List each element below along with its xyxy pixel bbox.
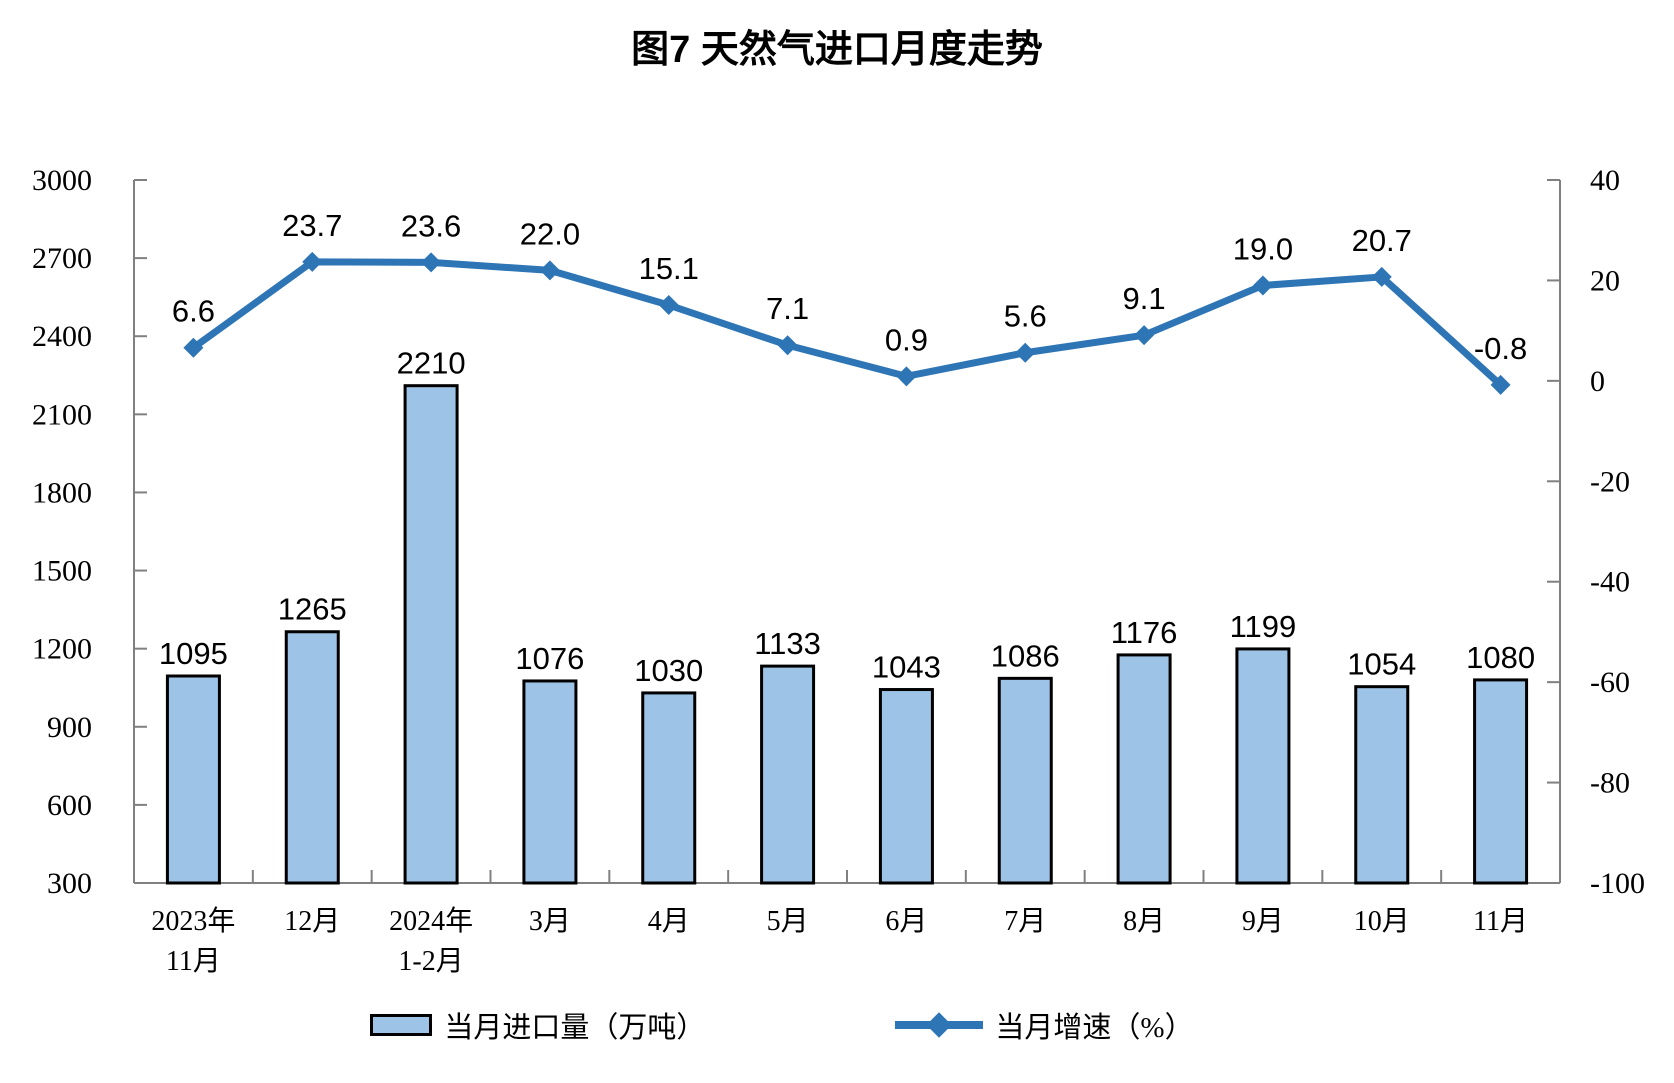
bar [641,691,697,885]
x-category-label: 5月 [767,906,809,937]
line-marker-icon [539,260,560,281]
bar-value-label: 1176 [1111,615,1178,650]
bar-value-label: 1043 [872,650,941,685]
left-axis-tick-label: 900 [47,711,92,744]
bar [760,664,816,885]
right-axis-tick-label: -60 [1590,666,1630,699]
right-axis-tick-label: -80 [1590,767,1630,800]
line-marker-icon [896,366,917,387]
bar [403,384,459,885]
line-value-label: 7.1 [766,291,809,326]
left-axis-tick-label: 2100 [32,398,92,431]
left-axis-tick-label: 1800 [32,476,92,509]
line-value-label: 9.1 [1123,281,1166,316]
bar-value-label: 1199 [1230,609,1297,644]
line-marker-icon [1134,325,1155,346]
line-marker-icon [1371,266,1392,287]
line-value-label: 15.1 [639,251,699,286]
x-category-label: 2024年 1-2月 [389,905,473,977]
left-axis-tick-label: 600 [47,789,92,822]
bar-value-label: 1054 [1347,647,1416,682]
legend-item-imports: 当月进口量（万吨） [370,1004,705,1046]
right-axis-tick-label: -100 [1590,867,1645,900]
legend-label-growth: 当月增速（%） [995,1012,1194,1044]
left-axis-tick-label: 2400 [32,320,92,353]
line-marker-icon [658,295,679,316]
legend-label-imports: 当月进口量（万吨） [444,1012,706,1044]
x-category-label: 9月 [1242,906,1284,937]
bar [284,630,340,885]
bar [522,679,578,885]
bar [1473,678,1529,885]
line-value-label: 23.7 [282,208,342,243]
bar-value-label: 1086 [991,638,1060,673]
bar-value-label: 1265 [278,592,347,627]
x-category-label: 11月 [1473,906,1528,937]
x-category-label: 2023年 11月 [151,905,235,977]
bar [1116,653,1172,885]
bar [165,674,221,885]
line-marker-icon [1252,275,1273,296]
right-axis-tick-label: 20 [1590,264,1620,297]
x-category-label: 6月 [885,906,927,937]
x-category-label: 10月 [1354,906,1410,937]
bar-value-label: 1133 [754,626,821,661]
line-value-label: -0.8 [1474,331,1527,366]
right-axis-tick-label: -20 [1590,465,1630,498]
left-axis-tick-label: 1200 [32,633,92,666]
bar [878,688,934,885]
bar-value-label: 1080 [1466,640,1535,675]
x-category-label: 8月 [1123,906,1165,937]
chart-title: 图7 天然气进口月度走势 [631,29,1043,71]
x-category-label: 4月 [648,906,690,937]
right-axis-tick-label: 40 [1590,164,1620,197]
line-value-label: 19.0 [1233,231,1293,266]
line-marker-icon [1015,342,1036,363]
right-axis-tick-label: 0 [1590,365,1605,398]
line-value-label: 20.7 [1352,223,1412,258]
bar-value-label: 1076 [515,641,584,676]
diamond-marker-icon [926,1012,953,1038]
line-value-label: 0.9 [885,322,928,357]
line-value-label: 6.6 [172,294,215,329]
growth-line [191,258,1503,388]
left-axis-tick-label: 3000 [32,164,92,197]
legend-item-growth: 当月增速（%） [895,1004,1194,1046]
bar-value-label: 1095 [159,636,228,671]
line-swatch-icon [895,1012,984,1038]
bar [1354,685,1410,885]
bar-value-label: 2210 [397,346,466,381]
line-value-label: 22.0 [520,216,580,251]
line-marker-icon [302,251,323,272]
left-axis-tick-label: 300 [47,867,92,900]
bar [1235,647,1291,885]
x-category-label: 7月 [1004,906,1046,937]
bar-swatch-icon [370,1014,433,1036]
line-marker-icon [777,335,798,356]
x-category-label: 3月 [529,906,571,937]
bar [997,676,1053,885]
right-axis-tick-label: -40 [1590,566,1630,599]
left-axis-tick-label: 1500 [32,555,92,588]
legend: 当月进口量（万吨） 当月增速（%） [0,1004,1619,1046]
line-marker-icon [1490,374,1511,395]
line-marker-icon [421,252,442,273]
bar-value-label: 1030 [634,653,703,688]
line-value-label: 23.6 [401,208,461,243]
line-marker-icon [183,337,204,358]
left-axis-tick-label: 2700 [32,242,92,275]
line-value-label: 5.6 [1004,299,1047,334]
x-category-label: 12月 [284,906,340,937]
